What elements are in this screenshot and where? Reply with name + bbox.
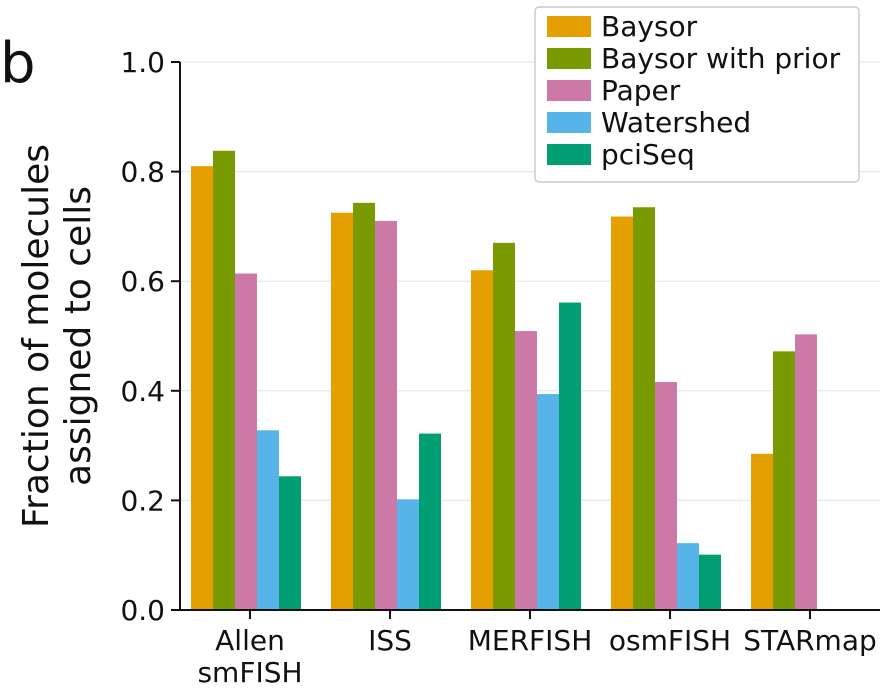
y-tick-label: 1.0 bbox=[120, 46, 165, 79]
y-tick-label: 0.6 bbox=[120, 265, 165, 298]
bar bbox=[353, 202, 375, 610]
y-tick-label: 0.8 bbox=[120, 156, 165, 189]
legend-frame bbox=[534, 6, 860, 183]
y-axis-label: Fraction of molecules assigned to cells bbox=[16, 144, 99, 528]
y-axis-label-line-2: assigned to cells bbox=[58, 186, 99, 486]
x-tick-label: STARmap bbox=[743, 624, 877, 657]
x-tick-label: smFISH bbox=[197, 656, 302, 688]
legend-label: pciSeq bbox=[601, 138, 695, 171]
legend-swatch bbox=[547, 80, 591, 101]
bar bbox=[699, 554, 721, 610]
bar bbox=[331, 212, 353, 610]
bar bbox=[559, 302, 581, 610]
legend-swatch bbox=[547, 112, 591, 133]
bar bbox=[655, 382, 677, 610]
bar bbox=[257, 430, 279, 610]
bar bbox=[677, 543, 699, 610]
bar bbox=[611, 216, 633, 610]
bar bbox=[515, 331, 537, 610]
legend-swatch bbox=[547, 48, 591, 69]
legend-swatch bbox=[547, 16, 591, 37]
bar bbox=[419, 433, 441, 610]
bar bbox=[633, 207, 655, 610]
bar bbox=[773, 351, 795, 610]
bar bbox=[279, 476, 301, 610]
legend-label: Baysor with prior bbox=[601, 42, 841, 75]
bars bbox=[191, 150, 817, 611]
y-tick-label: 0.2 bbox=[120, 484, 165, 517]
bar bbox=[751, 453, 773, 610]
legend-label: Paper bbox=[601, 74, 681, 107]
bar bbox=[235, 273, 257, 610]
bar bbox=[213, 150, 235, 610]
bar bbox=[493, 242, 515, 610]
y-tick-label: 0.0 bbox=[120, 594, 165, 627]
panel-label: b bbox=[0, 31, 36, 96]
y-tick-label: 0.4 bbox=[120, 375, 165, 408]
x-tick-label: osmFISH bbox=[609, 624, 731, 657]
x-tick-label: ISS bbox=[368, 624, 412, 657]
bar bbox=[795, 334, 817, 610]
bar bbox=[397, 499, 419, 610]
x-tick-label: Allen bbox=[215, 624, 285, 657]
bar bbox=[537, 394, 559, 610]
x-tick-label: MERFISH bbox=[468, 624, 593, 657]
y-ticks: 0.0 0.2 0.4 0.6 0.8 1.0 bbox=[120, 46, 180, 627]
bar bbox=[375, 220, 397, 611]
legend-label: Watershed bbox=[601, 106, 751, 139]
legend-label: Baysor bbox=[601, 10, 698, 43]
legend-swatch bbox=[547, 144, 591, 165]
bar bbox=[471, 270, 493, 610]
y-axis-label-line-1: Fraction of molecules bbox=[16, 144, 57, 528]
bar bbox=[191, 166, 213, 610]
